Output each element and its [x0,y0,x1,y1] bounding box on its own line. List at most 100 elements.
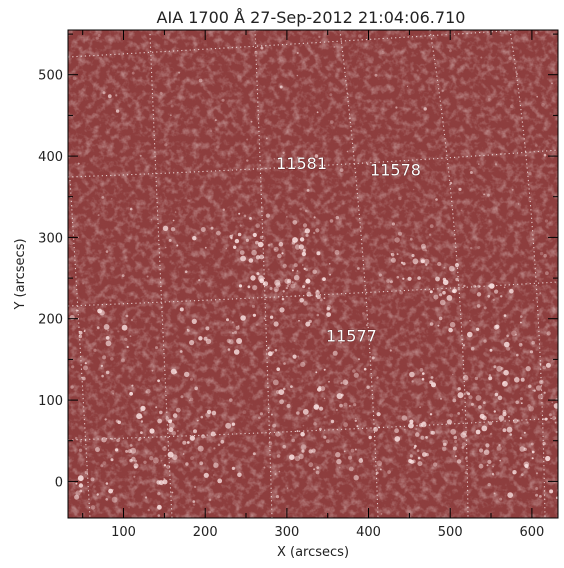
plage-speck [293,220,298,225]
plage-speck [503,370,509,376]
plage-speck [495,393,498,396]
plage-speck [157,505,162,510]
plage-speck [443,280,449,286]
plage-speck [524,448,526,450]
plage-speck [430,290,433,293]
plage-speck [358,358,360,360]
plage-speck [502,381,508,387]
network-speck [109,299,111,301]
plage-speck [249,217,252,220]
plage-speck [508,416,510,418]
plage-speck [402,278,404,280]
plage-speck [547,331,551,335]
plage-speck [198,336,202,340]
plage-speck [344,451,346,453]
plage-speck [275,349,278,352]
plage-speck [433,462,437,466]
plage-speck [391,258,396,263]
plage-speck [506,335,509,338]
network-speck [93,485,96,488]
plage-speck [499,415,505,421]
network-speck [355,420,357,422]
network-speck [210,130,212,132]
plage-speck [395,436,401,442]
plage-speck [198,446,204,452]
network-speck [420,368,424,372]
plage-speck [437,325,439,327]
network-speck [545,271,549,275]
plage-speck [429,234,431,236]
network-speck [395,106,397,108]
plage-speck [315,228,319,232]
network-speck [528,385,531,388]
network-speck [84,329,86,331]
plage-speck [232,423,235,426]
network-speck [448,327,450,329]
plage-speck [176,245,178,247]
plage-speck [397,276,400,279]
network-speck [367,163,369,165]
plage-speck [460,432,466,438]
plage-speck [507,427,513,433]
plage-speck [549,413,552,416]
plage-speck [327,305,332,310]
network-speck [490,433,492,435]
network-speck [116,109,119,112]
plage-speck [297,270,299,272]
plage-speck [331,420,334,423]
plage-speck [312,270,317,275]
network-speck [297,52,299,54]
network-speck [290,385,293,388]
network-speck [185,462,188,465]
plage-speck [333,351,338,356]
network-speck [351,449,355,453]
plage-speck [283,388,286,391]
plage-speck [105,498,108,501]
plage-speck [279,399,284,404]
network-speck [171,105,174,108]
plage-speck [51,338,54,341]
plage-speck [303,223,307,227]
plage-speck [108,489,113,494]
plage-speck [443,440,448,445]
plage-speck [226,318,229,321]
network-speck [478,163,479,164]
plage-speck [173,413,178,418]
network-speck [336,490,339,493]
plage-speck [314,216,316,218]
network-speck [101,375,104,378]
plage-speck [218,444,221,447]
network-speck [339,467,341,469]
plage-speck [251,250,257,256]
network-speck [492,466,493,467]
network-speck [534,390,536,392]
network-speck [404,429,405,430]
plage-speck [259,278,264,283]
network-speck [540,252,543,255]
plage-speck [394,428,399,433]
plage-speck [379,274,382,277]
network-speck [302,264,304,266]
plage-speck [419,406,421,408]
plage-speck [213,463,218,468]
network-speck [286,216,288,218]
network-speck [164,446,166,448]
plage-speck [217,479,222,484]
plage-speck [232,467,235,470]
plage-speck [422,246,427,251]
plage-speck [238,213,240,215]
plage-speck [329,263,331,265]
plage-speck [315,371,317,373]
network-speck [366,386,369,389]
plage-speck [134,466,137,469]
plage-speck [369,436,372,439]
plage-speck [475,377,478,380]
plage-speck [322,277,326,281]
plage-speck [78,475,84,481]
network-speck [256,324,258,326]
network-speck [328,381,330,383]
plage-speck [324,369,326,371]
plage-speck [493,365,496,368]
network-speck [98,34,101,37]
